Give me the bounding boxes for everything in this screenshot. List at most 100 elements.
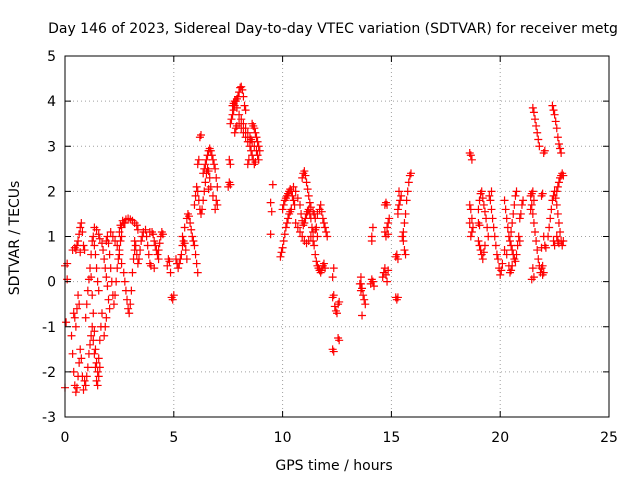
data-point xyxy=(399,237,408,246)
y-tick-label: 0 xyxy=(47,275,56,291)
data-point xyxy=(230,128,239,137)
data-point xyxy=(500,246,509,255)
data-point xyxy=(301,171,310,180)
data-point xyxy=(212,173,221,182)
data-point xyxy=(238,85,247,94)
data-point xyxy=(553,182,562,191)
data-point xyxy=(75,358,84,367)
data-point xyxy=(182,255,191,264)
data-point xyxy=(266,198,275,207)
data-point xyxy=(68,349,77,358)
data-point xyxy=(528,187,537,196)
grid-layer xyxy=(65,56,609,417)
data-point xyxy=(91,345,100,354)
data-point xyxy=(232,103,241,112)
data-point xyxy=(384,218,393,227)
data-point xyxy=(89,232,98,241)
data-point xyxy=(469,223,477,232)
data-point xyxy=(306,203,315,212)
data-point xyxy=(554,178,563,187)
data-point xyxy=(177,250,186,259)
data-point xyxy=(267,207,276,216)
data-point xyxy=(278,205,287,214)
data-point xyxy=(557,149,566,158)
data-point xyxy=(333,309,341,318)
data-point xyxy=(92,225,101,234)
data-point xyxy=(300,167,309,176)
data-point xyxy=(302,178,311,187)
data-point xyxy=(102,313,111,322)
data-point xyxy=(515,214,524,223)
data-point xyxy=(316,200,325,209)
data-point xyxy=(191,191,200,200)
data-point xyxy=(492,250,501,259)
data-point xyxy=(282,218,291,227)
data-point xyxy=(63,275,72,284)
data-point xyxy=(529,108,538,117)
data-point xyxy=(395,200,404,209)
data-point xyxy=(108,232,117,241)
data-point xyxy=(74,291,83,300)
data-point xyxy=(551,117,560,126)
y-tick-label: 4 xyxy=(47,94,56,110)
data-point xyxy=(531,115,540,124)
data-point xyxy=(239,92,248,101)
data-point xyxy=(507,266,516,275)
x-axis-label: GPS time / hours xyxy=(275,458,392,474)
data-point xyxy=(174,264,183,273)
data-point xyxy=(211,164,220,173)
data-point xyxy=(105,250,114,259)
data-point xyxy=(532,121,541,130)
data-point xyxy=(93,277,102,286)
y-tick-label: -3 xyxy=(42,410,56,426)
data-point xyxy=(72,383,81,392)
data-point xyxy=(399,227,408,236)
data-point xyxy=(398,232,407,241)
data-point xyxy=(90,327,99,336)
data-point xyxy=(497,266,506,275)
data-point xyxy=(526,205,535,214)
data-point xyxy=(252,133,261,142)
data-point xyxy=(528,209,537,218)
data-point xyxy=(496,270,505,279)
data-point xyxy=(88,291,97,300)
data-point xyxy=(487,187,496,196)
data-point xyxy=(76,248,85,257)
data-point xyxy=(537,243,546,252)
data-point xyxy=(393,209,402,218)
data-point xyxy=(75,300,84,309)
data-point xyxy=(488,214,497,223)
data-point xyxy=(549,106,558,115)
data-point xyxy=(80,246,89,255)
data-point xyxy=(69,367,78,376)
data-point xyxy=(87,331,96,340)
data-point xyxy=(193,160,202,169)
y-tick-label: 2 xyxy=(47,184,56,200)
data-point xyxy=(169,291,178,300)
data-point xyxy=(531,227,540,236)
data-point xyxy=(293,223,302,232)
data-point xyxy=(144,250,153,259)
data-point xyxy=(355,279,364,288)
data-point xyxy=(321,264,330,273)
y-tick-label: 3 xyxy=(47,139,56,155)
data-point xyxy=(149,230,158,239)
data-point xyxy=(306,232,315,241)
data-point xyxy=(477,187,486,196)
data-point xyxy=(312,257,321,266)
data-point xyxy=(86,340,95,349)
data-point xyxy=(71,246,80,255)
data-point xyxy=(193,268,202,277)
data-point xyxy=(104,295,113,304)
data-point xyxy=(288,191,297,200)
data-point xyxy=(296,227,305,236)
data-point xyxy=(230,97,239,106)
data-point xyxy=(538,261,547,270)
data-point xyxy=(77,354,86,363)
data-point xyxy=(552,124,561,133)
data-point xyxy=(80,376,89,385)
data-point xyxy=(403,187,412,196)
data-point xyxy=(528,103,537,112)
data-point xyxy=(546,214,555,223)
data-point xyxy=(150,264,159,273)
